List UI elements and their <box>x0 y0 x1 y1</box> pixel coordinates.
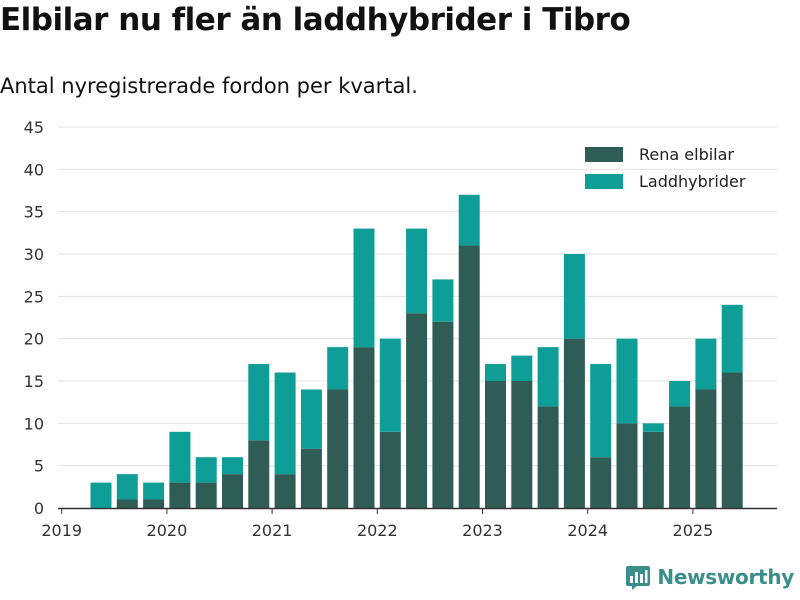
bar-rena-elbilar <box>511 381 533 508</box>
bar-rena-elbilar <box>537 406 559 508</box>
bar-rena-elbilar <box>406 313 428 508</box>
bar-rena-elbilar <box>721 372 743 508</box>
bar-laddhybrider <box>458 194 480 246</box>
bar-rena-elbilar <box>327 389 349 508</box>
bar-chart-logo-icon <box>626 566 651 590</box>
bar-rena-elbilar <box>642 431 664 508</box>
bar-rena-elbilar <box>379 431 401 508</box>
chart-subtitle: Antal nyregistrerade fordon per kvartal. <box>0 74 418 98</box>
bar-rena-elbilar <box>695 389 717 508</box>
bar-laddhybrider <box>563 254 585 339</box>
bar-laddhybrider <box>695 338 717 390</box>
bar-rena-elbilar <box>143 499 165 508</box>
bar-laddhybrider <box>721 304 743 373</box>
x-tick-label: 2022 <box>357 521 398 540</box>
bar-rena-elbilar <box>248 440 270 508</box>
x-axis: 2019 2020 2021 2022 2023 2024 2025 <box>41 507 777 540</box>
y-tick-label: 35 <box>24 203 44 222</box>
bar-rena-elbilar <box>169 482 191 508</box>
bar-laddhybrider <box>143 482 165 500</box>
newsworthy-logo: Newsworthy <box>625 564 794 590</box>
x-tick-label: 2021 <box>252 521 293 540</box>
y-tick-label: 0 <box>34 499 44 518</box>
bar-laddhybrider <box>406 228 428 314</box>
bar-laddhybrider <box>353 228 375 348</box>
bar-rena-elbilar <box>274 474 296 508</box>
x-tick-label: 2024 <box>567 521 608 540</box>
bar-rena-elbilar <box>222 474 243 508</box>
bar-laddhybrider <box>485 364 506 381</box>
bar-laddhybrider <box>432 279 454 322</box>
x-tick-label: 2023 <box>462 521 503 540</box>
y-tick-label: 20 <box>24 330 44 349</box>
y-tick-label: 45 <box>24 118 44 137</box>
bar-laddhybrider <box>169 431 191 483</box>
y-tick-label: 40 <box>24 160 44 179</box>
y-tick-label: 10 <box>24 414 44 433</box>
bar-rena-elbilar <box>116 499 138 508</box>
bar-laddhybrider <box>669 381 691 407</box>
bar-rena-elbilar <box>485 381 506 508</box>
bar-rena-elbilar <box>432 321 454 508</box>
y-tick-label: 15 <box>24 372 44 391</box>
bar-laddhybrider <box>195 457 217 483</box>
bar-rena-elbilar <box>590 457 612 508</box>
brand-name: Newsworthy <box>657 565 794 589</box>
bar-laddhybrider <box>537 347 559 407</box>
bar-laddhybrider <box>616 338 638 424</box>
legend-swatch <box>585 174 623 189</box>
bar-laddhybrider <box>379 338 401 432</box>
bar-laddhybrider <box>590 364 612 458</box>
x-tick-label: 2019 <box>41 521 82 540</box>
bar-laddhybrider <box>222 457 243 475</box>
bar-laddhybrider <box>327 347 349 390</box>
legend-label: Rena elbilar <box>639 145 734 164</box>
legend: Rena elbilar Laddhybrider <box>585 145 746 191</box>
bar-laddhybrider <box>116 474 138 500</box>
bar-laddhybrider <box>642 423 664 432</box>
bar-rena-elbilar <box>563 338 585 508</box>
x-tick-label: 2020 <box>147 521 188 540</box>
legend-label: Laddhybrider <box>639 172 746 191</box>
y-tick-label: 25 <box>24 287 44 306</box>
bar-rena-elbilar <box>616 423 638 508</box>
y-axis-ticks: 0 5 10 15 20 25 30 35 40 45 <box>24 118 44 518</box>
bar-rena-elbilar <box>458 245 480 509</box>
x-tick-label: 2025 <box>673 521 714 540</box>
bar-laddhybrider <box>90 482 112 508</box>
bar-rena-elbilar <box>353 347 375 508</box>
y-tick-label: 30 <box>24 245 44 264</box>
bar-laddhybrider <box>274 372 296 475</box>
bar-laddhybrider <box>300 389 322 449</box>
bar-laddhybrider <box>511 355 533 381</box>
bars <box>90 194 743 509</box>
bar-rena-elbilar <box>300 448 322 508</box>
legend-swatch <box>585 147 623 162</box>
chart-title: Elbilar nu fler än laddhybrider i Tibro <box>0 2 631 38</box>
bar-rena-elbilar <box>669 406 691 508</box>
bar-laddhybrider <box>248 364 270 441</box>
y-tick-label: 5 <box>34 457 44 476</box>
bar-rena-elbilar <box>195 482 217 508</box>
